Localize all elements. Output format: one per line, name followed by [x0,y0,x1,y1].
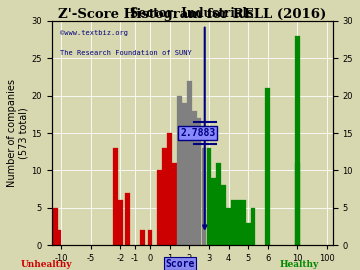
Bar [246,223,251,245]
Bar [295,163,300,245]
Bar [207,148,211,245]
Bar [118,200,123,245]
Bar [53,208,58,245]
Bar [251,208,256,245]
Bar [187,81,192,245]
Bar [56,230,61,245]
Text: Unhealthy: Unhealthy [21,260,73,269]
Bar [221,185,226,245]
Bar [226,208,231,245]
Text: Sector: Industrials: Sector: Industrials [130,7,254,20]
Bar [202,148,206,245]
Y-axis label: Number of companies
(573 total): Number of companies (573 total) [7,79,28,187]
Bar [192,111,197,245]
Bar [295,36,300,245]
Bar [140,230,145,245]
Bar [113,148,118,245]
Bar [177,96,182,245]
Bar [126,193,130,245]
Bar [265,88,270,245]
Bar [182,103,187,245]
Title: Z'-Score Histogram for RELL (2016): Z'-Score Histogram for RELL (2016) [58,8,326,21]
Bar [167,133,172,245]
Bar [148,230,152,245]
Text: The Research Foundation of SUNY: The Research Foundation of SUNY [60,50,192,56]
Bar [241,200,246,245]
Text: Healthy: Healthy [279,260,319,269]
Text: ©www.textbiz.org: ©www.textbiz.org [60,30,128,36]
Bar [216,163,221,245]
Text: Score: Score [165,259,195,269]
Bar [231,200,236,245]
Bar [211,178,216,245]
Bar [157,170,162,245]
Bar [236,200,241,245]
Bar [197,118,202,245]
Text: 2.7883: 2.7883 [180,128,216,138]
Bar [172,163,177,245]
Bar [162,148,167,245]
